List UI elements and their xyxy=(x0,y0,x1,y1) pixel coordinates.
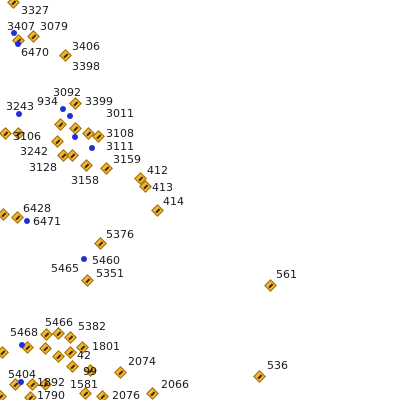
traffic-sign-diamond-icon[interactable] xyxy=(94,237,107,250)
traffic-sign-diamond-icon[interactable] xyxy=(54,118,67,131)
marker-label: 414 xyxy=(163,195,184,208)
traffic-sign-diamond-icon[interactable] xyxy=(52,327,65,340)
marker-label: 3092 xyxy=(53,86,81,99)
traffic-sign-diamond-icon[interactable] xyxy=(69,97,82,110)
traffic-sign-diamond-icon[interactable] xyxy=(39,342,52,355)
traffic-sign-diamond-icon[interactable] xyxy=(0,208,10,221)
traffic-sign-diamond-icon[interactable] xyxy=(69,122,82,135)
map-point-marker[interactable] xyxy=(19,342,25,348)
marker-label: 99 xyxy=(83,365,97,378)
traffic-sign-diamond-icon[interactable] xyxy=(264,279,277,292)
marker-label: 5466 xyxy=(45,316,73,329)
marker-label: 5468 xyxy=(10,326,38,339)
marker-label: 934 xyxy=(37,95,58,108)
traffic-sign-diamond-icon[interactable] xyxy=(24,391,37,400)
traffic-sign-diamond-icon[interactable] xyxy=(59,49,72,62)
traffic-sign-diamond-icon[interactable] xyxy=(51,135,64,148)
traffic-sign-diamond-icon[interactable] xyxy=(96,390,109,400)
map-point-marker[interactable] xyxy=(18,379,24,385)
marker-label: 3011 xyxy=(106,107,134,120)
marker-label: 2066 xyxy=(161,378,189,391)
traffic-sign-diamond-icon[interactable] xyxy=(114,366,127,379)
marker-label: 5376 xyxy=(106,228,134,241)
marker-label: 6428 xyxy=(23,202,51,215)
map-point-marker[interactable] xyxy=(60,106,66,112)
marker-label: 561 xyxy=(276,268,297,281)
marker-label: 5404 xyxy=(8,368,36,381)
marker-label: 3242 xyxy=(20,145,48,158)
marker-label: 6471 xyxy=(33,215,61,228)
traffic-sign-diamond-icon[interactable] xyxy=(66,149,79,162)
marker-label: 5351 xyxy=(96,267,124,280)
marker-label: 3111 xyxy=(106,140,134,153)
traffic-sign-diamond-icon[interactable] xyxy=(253,370,266,383)
map-point-marker[interactable] xyxy=(16,111,22,117)
marker-label: 412 xyxy=(147,164,168,177)
traffic-sign-diamond-icon[interactable] xyxy=(66,360,79,373)
marker-label: 3108 xyxy=(106,127,134,140)
marker-label: 413 xyxy=(152,181,173,194)
marker-label: 3327 xyxy=(21,4,49,17)
traffic-sign-diamond-icon[interactable] xyxy=(146,387,159,400)
marker-label: 3406 xyxy=(72,40,100,53)
marker-label: 3243 xyxy=(6,100,34,113)
map-point-marker[interactable] xyxy=(11,30,17,36)
map-point-marker[interactable] xyxy=(24,218,30,224)
marker-label: 5465 xyxy=(51,262,79,275)
map-point-marker[interactable] xyxy=(15,41,21,47)
marker-label: 6470 xyxy=(21,46,49,59)
traffic-sign-diamond-icon[interactable] xyxy=(7,0,20,9)
map-point-marker[interactable] xyxy=(81,256,87,262)
marker-label: 3158 xyxy=(71,174,99,187)
traffic-sign-diamond-icon[interactable] xyxy=(11,211,24,224)
marker-label: 1801 xyxy=(92,340,120,353)
traffic-sign-diamond-icon[interactable] xyxy=(40,328,53,341)
map-point-marker[interactable] xyxy=(89,145,95,151)
marker-label: 1892 xyxy=(37,376,65,389)
traffic-sign-diamond-icon[interactable] xyxy=(80,159,93,172)
marker-label: 2076 xyxy=(112,389,140,400)
marker-label: 3106 xyxy=(13,130,41,143)
traffic-sign-diamond-icon[interactable] xyxy=(0,346,9,359)
marker-label: 5382 xyxy=(78,320,106,333)
marker-label: 3399 xyxy=(85,95,113,108)
marker-label: 3128 xyxy=(29,161,57,174)
traffic-sign-diamond-icon[interactable] xyxy=(151,204,164,217)
marker-label: 1581 xyxy=(70,378,98,391)
map-point-marker[interactable] xyxy=(67,113,73,119)
traffic-sign-diamond-icon[interactable] xyxy=(81,274,94,287)
map-point-marker[interactable] xyxy=(72,134,78,140)
marker-label: 3398 xyxy=(72,60,100,73)
marker-label: 3407 xyxy=(7,20,35,33)
marker-label: 2074 xyxy=(128,355,156,368)
marker-label: 3079 xyxy=(40,20,68,33)
traffic-sign-diamond-icon[interactable] xyxy=(100,162,113,175)
marker-label: 3159 xyxy=(113,153,141,166)
marker-label: 5460 xyxy=(92,254,120,267)
marker-label: 42 xyxy=(77,349,91,362)
marker-label: 536 xyxy=(267,359,288,372)
traffic-sign-diamond-icon[interactable] xyxy=(64,331,77,344)
traffic-sign-diamond-icon[interactable] xyxy=(64,346,77,359)
traffic-sign-diamond-icon[interactable] xyxy=(0,127,12,140)
marker-label: 1790 xyxy=(37,389,65,400)
traffic-sign-diamond-icon[interactable] xyxy=(0,390,7,400)
